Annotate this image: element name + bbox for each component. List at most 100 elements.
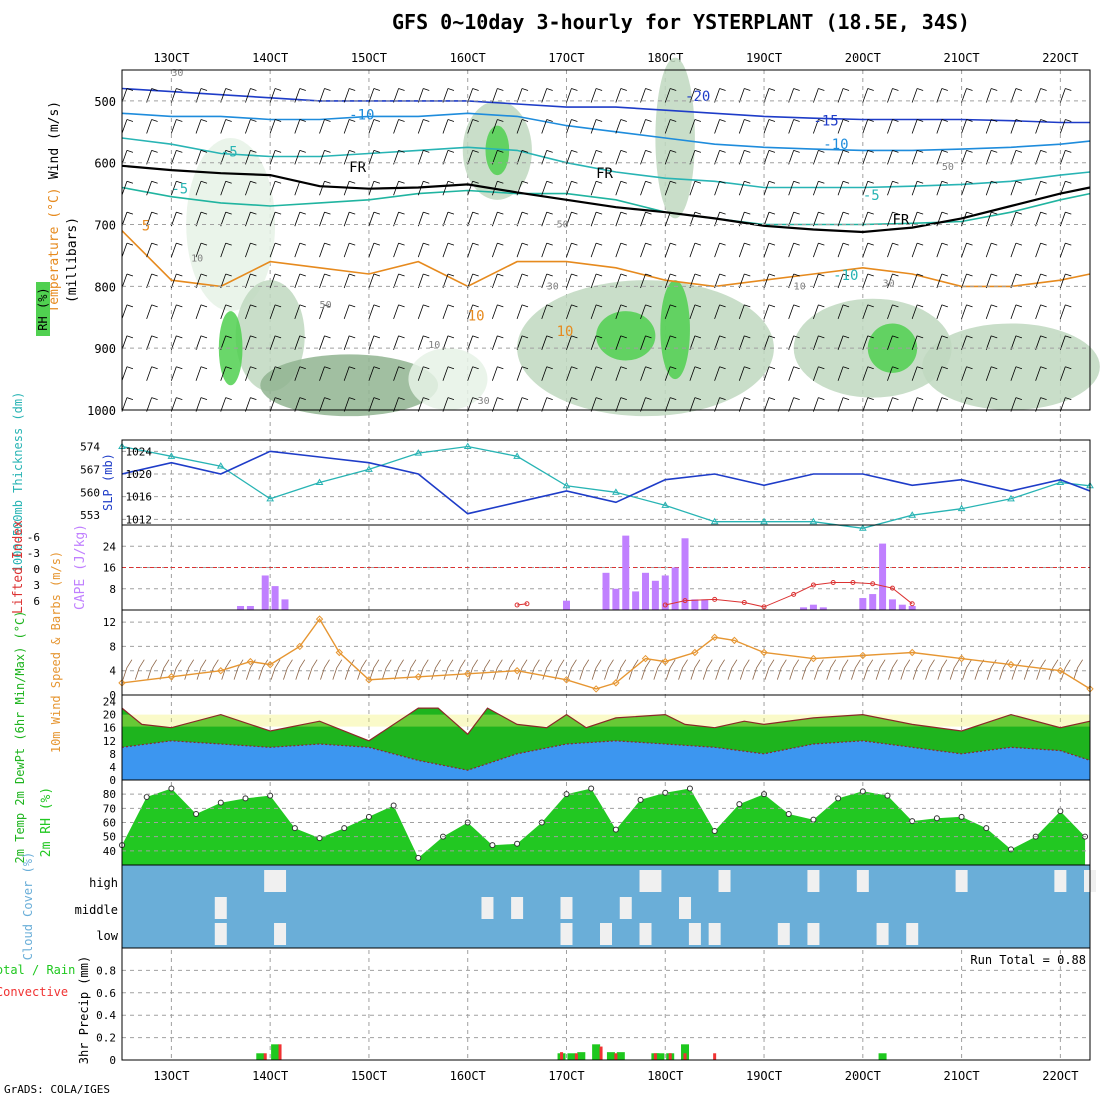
wind-tick-label: 4 (109, 665, 116, 678)
wind-barb (121, 273, 134, 289)
wind-barb (615, 242, 627, 258)
wind-barb (887, 180, 899, 196)
rh-2m-point (415, 854, 422, 861)
wind-barb-10m (233, 659, 244, 680)
cloud-block (639, 870, 652, 892)
li-point (662, 602, 668, 608)
cape-bar (651, 580, 659, 610)
wind-barb-10m (641, 659, 651, 680)
rh-2m-point (242, 795, 249, 802)
wind-barb (121, 180, 134, 196)
wind-barb (911, 366, 924, 381)
ylabel-rh-2m: 2m RH (%) (39, 787, 54, 857)
cloud-block (688, 923, 701, 945)
precip-rain-bar (271, 1044, 280, 1060)
wind-barb (245, 242, 257, 258)
wind-barb (417, 273, 430, 289)
wind-barb (566, 304, 578, 320)
isotherm-label: FR (349, 160, 366, 176)
wind-barb (640, 149, 652, 165)
wind-barb-10m (394, 659, 404, 680)
cape-bar (809, 604, 817, 610)
wind-barb (961, 119, 973, 134)
wind-tick-label: 12 (103, 616, 116, 629)
wind-barb-10m (739, 659, 750, 680)
pressure-tick-label: 600 (94, 157, 116, 171)
wind-barb (689, 335, 702, 350)
rh-2m-point (637, 796, 644, 803)
wind-barb (1035, 273, 1047, 289)
wind-barb (911, 211, 924, 227)
wind-barb (763, 397, 776, 412)
precip-convective-bar (278, 1044, 282, 1060)
wind-barb (689, 397, 702, 412)
wind-barb (121, 88, 134, 103)
bottom-time-label: 15OCT (351, 1069, 387, 1083)
wind-barb (911, 304, 924, 320)
isotherm-line (121, 137, 1091, 189)
thickness-point (167, 452, 176, 459)
cloud-block (639, 923, 652, 945)
rh-2m-point (1057, 808, 1064, 815)
wind-barb (862, 273, 874, 289)
wind-barb (343, 397, 356, 412)
wind-barb (862, 211, 874, 227)
wind-barb (714, 149, 726, 165)
li-point (850, 580, 856, 585)
thickness-point (1007, 494, 1015, 502)
wind-barb (146, 335, 158, 350)
bottom-time-label: 14OCT (252, 1069, 288, 1083)
precip-rain-bar (577, 1052, 586, 1060)
wind-barb (763, 119, 776, 134)
cloud-block (906, 923, 919, 945)
wind-barb (615, 397, 627, 412)
wind-barb (664, 335, 677, 350)
wind-barb (763, 242, 776, 258)
wind-barb (541, 335, 553, 350)
wind-barb (245, 211, 257, 227)
bottom-time-label: 13OCT (153, 1069, 189, 1083)
wind-barb-10m (455, 659, 466, 680)
wind-barb (269, 335, 282, 350)
wind-barb (1010, 273, 1023, 289)
wind-speed-point (612, 679, 620, 687)
li-tick-label: 0 (33, 563, 40, 576)
rh-2m-point (316, 835, 323, 842)
wind-barb-10m (826, 659, 837, 680)
wind-barb (121, 366, 134, 381)
wind-barb (590, 273, 603, 289)
rh-2m-point (612, 826, 619, 833)
wind-barb (516, 149, 529, 165)
wind-barb-10m (480, 659, 491, 680)
wind-barb (936, 366, 948, 381)
wind-barb (837, 304, 850, 320)
wind-barb-10m (270, 659, 281, 680)
wind-barb (146, 88, 158, 103)
thickness-point (414, 449, 423, 456)
wind-barb (763, 304, 776, 320)
wind-barb-10m (715, 659, 725, 680)
wind-barb (590, 88, 603, 103)
cape-bar (869, 594, 877, 610)
ylabel-slp: SLP (mb) (101, 453, 115, 511)
wind-barb (837, 335, 850, 350)
precip-rain-bar (606, 1052, 615, 1060)
wind-barb (936, 211, 948, 227)
wind-barb (566, 242, 578, 258)
wind-barb (689, 180, 702, 196)
wind-barb (516, 304, 529, 320)
rh-2m-point (909, 818, 916, 825)
slp-tick-label: 1020 (126, 468, 153, 481)
wind-barb (442, 397, 455, 412)
li-tick-label: 6 (33, 595, 40, 608)
ylabel-temperature: Temperature (°C) (47, 187, 62, 312)
isotherm-label: 10 (468, 308, 485, 324)
wind-barb (467, 149, 479, 165)
wind-barb-10m (307, 659, 318, 680)
wind-barb (961, 304, 973, 320)
wind-barb (689, 242, 702, 258)
wind-barb (911, 149, 924, 165)
rh-2m-point (193, 811, 200, 817)
wind-barb (516, 335, 529, 350)
cape-bar (701, 599, 709, 610)
